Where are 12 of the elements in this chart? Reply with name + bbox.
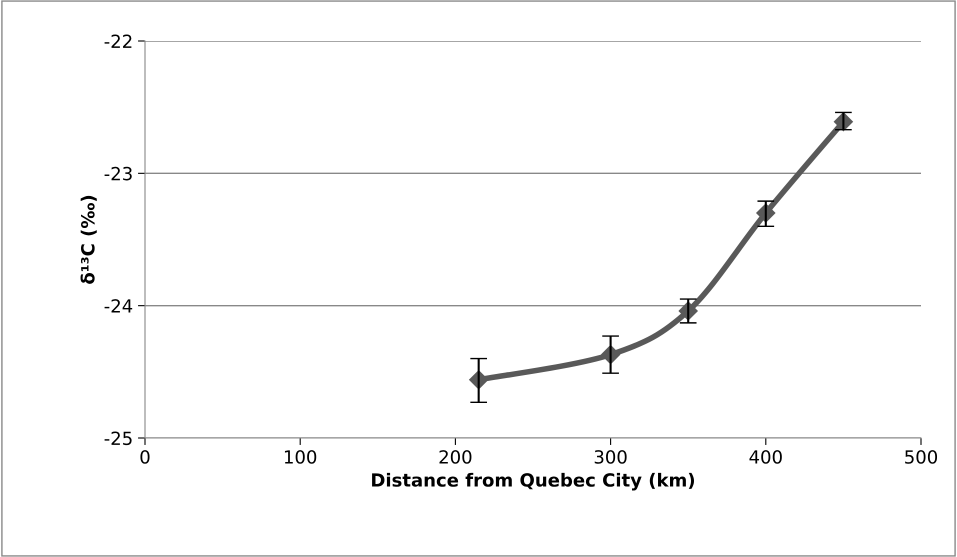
y-tick-label: -25 xyxy=(104,431,132,446)
x-tick-label: 200 xyxy=(439,450,472,464)
x-tick-label: 400 xyxy=(749,450,782,464)
x-axis-title: Distance from Quebec City (km) xyxy=(372,472,694,490)
x-tick-label: 0 xyxy=(140,450,150,464)
x-tick-label: 500 xyxy=(905,450,938,464)
y-axis-title: δ¹³C (‰) xyxy=(80,196,97,284)
y-tick-label: -22 xyxy=(104,34,132,48)
y-tick-label: -24 xyxy=(104,299,132,313)
y-tick-label: -23 xyxy=(104,166,132,180)
x-tick-label: 300 xyxy=(594,450,627,464)
x-tick-label: 100 xyxy=(284,450,316,464)
